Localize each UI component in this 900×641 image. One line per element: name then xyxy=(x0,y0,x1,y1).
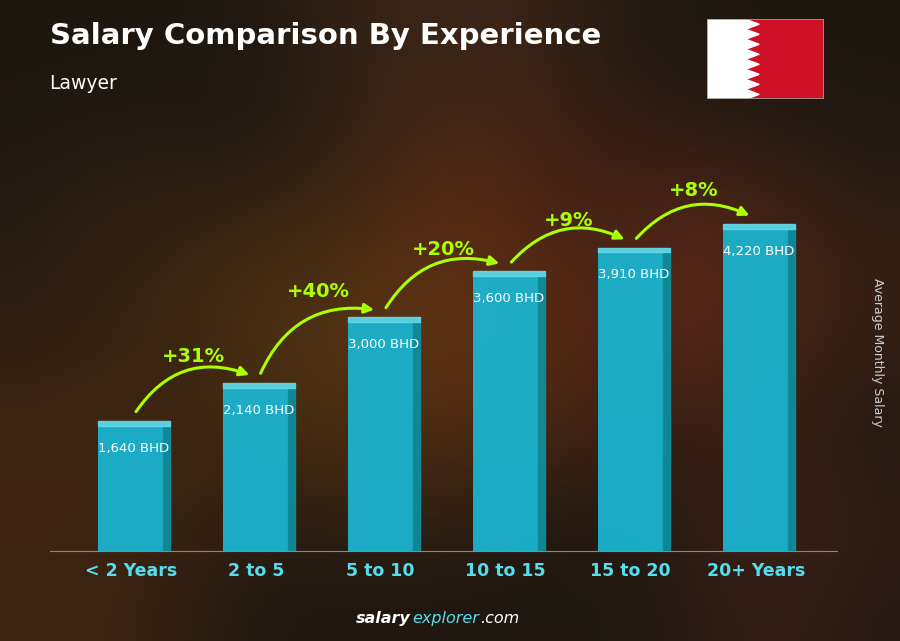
Text: +9%: +9% xyxy=(544,211,593,230)
Bar xyxy=(724,229,788,551)
Polygon shape xyxy=(745,39,760,49)
Bar xyxy=(724,224,795,229)
Bar xyxy=(98,421,170,426)
Polygon shape xyxy=(745,29,760,39)
Bar xyxy=(288,388,295,551)
Text: 1,640 BHD: 1,640 BHD xyxy=(98,442,169,455)
Text: Salary Comparison By Experience: Salary Comparison By Experience xyxy=(50,22,601,51)
Bar xyxy=(413,322,419,551)
Text: Average Monthly Salary: Average Monthly Salary xyxy=(871,278,884,427)
Polygon shape xyxy=(745,49,760,60)
Text: .com: .com xyxy=(480,611,519,626)
Bar xyxy=(598,253,663,551)
Bar xyxy=(538,276,544,551)
Bar xyxy=(706,19,745,99)
Polygon shape xyxy=(745,19,760,29)
Text: +20%: +20% xyxy=(412,240,475,259)
Bar xyxy=(348,317,419,322)
Bar xyxy=(223,388,288,551)
Polygon shape xyxy=(745,89,760,99)
Text: 3,910 BHD: 3,910 BHD xyxy=(598,269,670,281)
Text: 2,140 BHD: 2,140 BHD xyxy=(223,404,294,417)
Bar xyxy=(473,271,544,276)
Polygon shape xyxy=(745,60,760,69)
Bar xyxy=(788,229,795,551)
Text: 3,000 BHD: 3,000 BHD xyxy=(348,338,419,351)
Text: 3,600 BHD: 3,600 BHD xyxy=(473,292,544,305)
Text: explorer: explorer xyxy=(412,611,479,626)
Text: Lawyer: Lawyer xyxy=(50,74,117,93)
Bar xyxy=(598,247,670,253)
Bar xyxy=(745,19,824,99)
Bar xyxy=(98,426,163,551)
Text: +8%: +8% xyxy=(669,181,718,200)
Bar xyxy=(663,253,670,551)
Polygon shape xyxy=(745,79,760,89)
Text: +40%: +40% xyxy=(287,282,350,301)
Text: 4,220 BHD: 4,220 BHD xyxy=(724,245,795,258)
Text: salary: salary xyxy=(356,611,410,626)
Polygon shape xyxy=(745,69,760,79)
Bar xyxy=(223,383,295,388)
Bar xyxy=(473,276,538,551)
Bar xyxy=(348,322,413,551)
Bar xyxy=(163,426,170,551)
Text: +31%: +31% xyxy=(162,347,225,366)
